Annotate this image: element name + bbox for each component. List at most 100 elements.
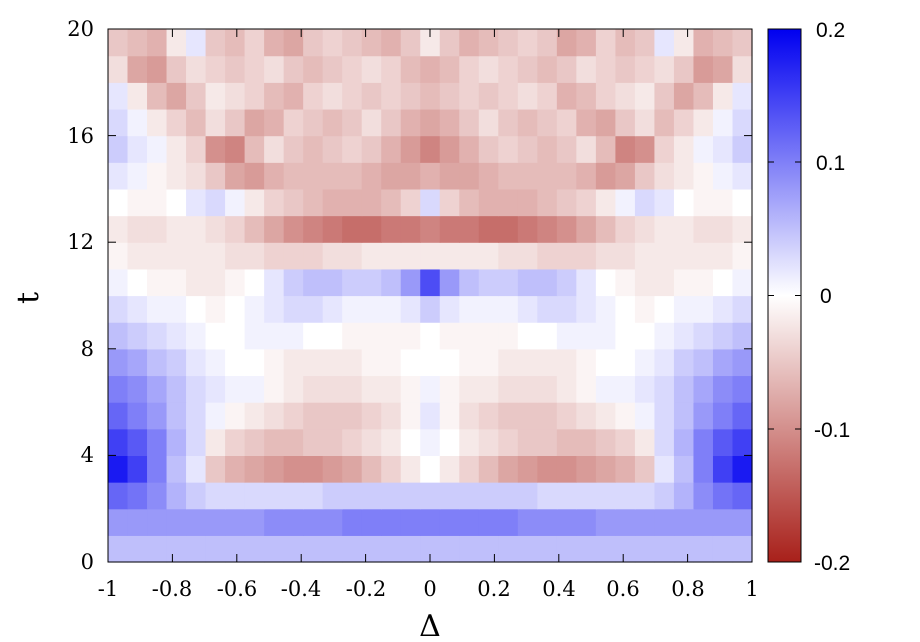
heatmap-cell [634,188,656,217]
heatmap-cell [381,375,402,403]
heatmap-cell [264,268,285,297]
heatmap-cell [439,295,460,323]
heatmap-cell [264,535,285,563]
heatmap-cell [342,29,363,57]
heatmap-cell [673,215,695,243]
heatmap-cell [673,135,695,163]
heatmap-cell [147,428,168,456]
heatmap-cell [576,322,597,350]
heatmap-cell [225,55,246,83]
heatmap-cell [576,82,597,110]
heatmap-cell [673,55,695,83]
heatmap-cell [186,29,207,57]
heatmap-cell [205,455,226,483]
heatmap-cell [459,508,480,536]
heatmap-cell [654,535,675,563]
heatmap-cell [517,508,538,536]
heatmap-cell [654,108,675,137]
heatmap-cell [264,242,285,270]
heatmap-cell [712,82,734,110]
heatmap-cell [244,535,265,563]
heatmap-cell [615,162,636,190]
heatmap-cell [400,162,421,190]
heatmap-cell [576,402,597,430]
heatmap-cell [381,482,402,510]
x-tick-label: 0.4 [542,577,575,601]
heatmap-cell [712,402,734,430]
heatmap-cell [322,215,343,243]
heatmap-cell [186,162,207,190]
heatmap-cell [537,348,558,377]
heatmap-cell [498,135,519,163]
heatmap-cell [517,29,538,57]
heatmap-cell [225,348,246,377]
heatmap-cell [186,455,207,483]
heatmap-cell [400,135,421,163]
heatmap-cell [166,455,187,483]
heatmap-cell [244,188,265,217]
heatmap-cell [712,295,734,323]
colorbar-tick-label: 0.2 [816,19,845,42]
heatmap-cell [420,162,441,190]
heatmap-cell [537,482,558,510]
heatmap-cell [654,402,675,430]
heatmap-cell [420,108,441,137]
heatmap-cell [576,428,597,456]
heatmap-cell [147,322,168,350]
heatmap-cell [673,535,695,563]
heatmap-cell [400,268,421,297]
heatmap-cell [615,268,636,297]
x-tick-label: -0.4 [281,577,322,601]
axis-ticks [107,28,753,563]
heatmap-cell [712,162,734,190]
heatmap-cell [459,108,480,137]
heatmap-cell [498,29,519,57]
heatmap-cell [186,428,207,456]
heatmap-cell [186,508,207,536]
heatmap-cell [166,55,187,83]
heatmap-cell [654,188,675,217]
heatmap-cell [459,29,480,57]
heatmap-cell [244,108,265,137]
heatmap-cell [556,162,577,190]
heatmap-cell [283,29,304,57]
heatmap-cell [576,268,597,297]
heatmap-cell [478,455,499,483]
heatmap-cell [205,348,226,377]
heatmap-cell [283,215,304,243]
heatmap-cell [186,375,207,403]
heatmap-cell [147,268,168,297]
heatmap-cell [186,55,207,83]
heatmap-cell [693,482,714,510]
heatmap-cell [537,455,558,483]
heatmap-cell [264,428,285,456]
heatmap-cell [283,268,304,297]
heatmap-cell [303,108,324,137]
heatmap-cell [342,268,363,297]
heatmap-cell [576,375,597,403]
heatmap-cell [732,215,753,243]
heatmap-cell [712,268,734,297]
heatmap-cell [147,135,168,163]
heatmap-cell [712,322,734,350]
heatmap-cell [459,535,480,563]
heatmap-cell [205,242,226,270]
heatmap-cell [322,162,343,190]
heatmap-cell [498,242,519,270]
heatmap-cell [693,508,714,536]
heatmap-cell [342,82,363,110]
heatmap-cell [439,29,460,57]
heatmap-cell [556,428,577,456]
heatmap-cell [400,402,421,430]
heatmap-cell [673,428,695,456]
heatmap-cell [342,108,363,137]
heatmap-cell [478,375,499,403]
heatmap-cell [498,162,519,190]
heatmap-cell [712,108,734,137]
heatmap-cell [615,55,636,83]
heatmap-cell [634,348,656,377]
heatmap-cell [400,108,421,137]
heatmap-cell [693,455,714,483]
heatmap-cell [595,108,617,137]
heatmap-cell [673,402,695,430]
